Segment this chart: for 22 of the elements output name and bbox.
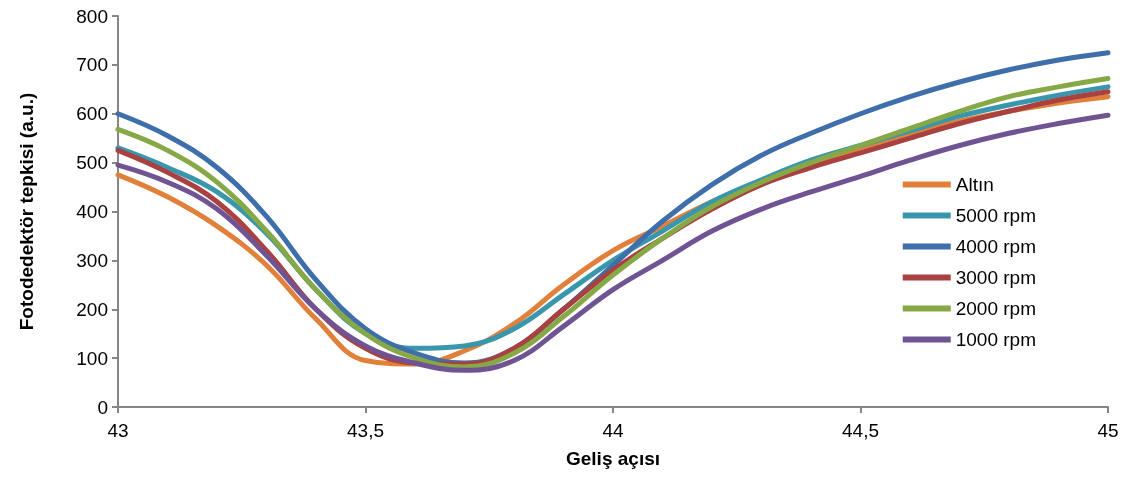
y-tick-label: 500 <box>76 152 108 174</box>
x-tick-label: 45 <box>1097 420 1119 441</box>
y-tick-label: 400 <box>76 201 108 222</box>
x-axis-title: Geliş açısı <box>565 448 661 469</box>
y-tick-label: 600 <box>76 103 108 125</box>
legend-label: 2000 rpm <box>955 298 1037 319</box>
y-axis-title: Fotodedektör tepkisi (a.u.) <box>16 92 37 331</box>
legend-label: 3000 rpm <box>955 267 1037 288</box>
legend-label: 4000 rpm <box>955 236 1037 257</box>
y-tick-label: 100 <box>76 347 108 369</box>
y-tick-label: 300 <box>76 249 108 271</box>
x-tick-label: 44 <box>602 420 624 441</box>
y-tick-label: 700 <box>76 54 108 76</box>
legend-label: Altın <box>955 174 994 195</box>
x-tick-label: 44,5 <box>842 420 879 441</box>
y-tick-label: 800 <box>76 5 108 27</box>
x-tick-label: 43 <box>107 420 129 441</box>
legend-label: 1000 rpm <box>955 329 1037 350</box>
x-tick-label: 43,5 <box>347 420 384 441</box>
legend-label: 5000 rpm <box>955 205 1037 226</box>
y-tick-label: 0 <box>97 396 108 418</box>
y-tick-label: 200 <box>76 298 108 320</box>
